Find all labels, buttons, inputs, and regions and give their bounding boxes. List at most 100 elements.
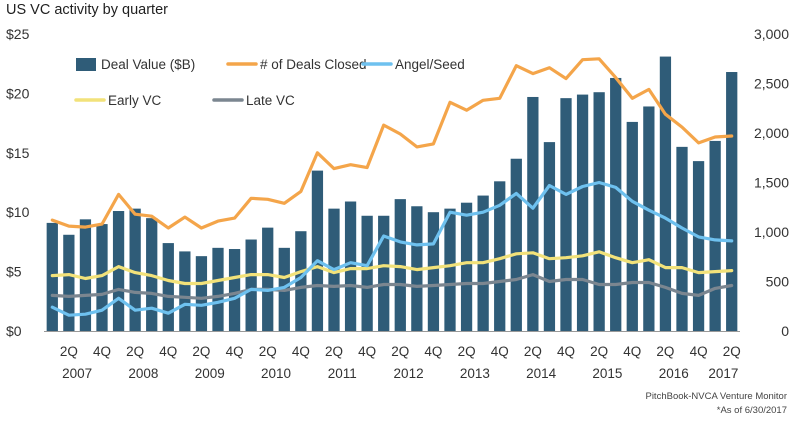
bar-2008Q1	[112, 211, 125, 331]
x-year-label: 2017	[708, 366, 738, 381]
legend-label: Early VC	[108, 93, 162, 108]
bar-2011Q1	[311, 170, 324, 331]
x-tick-label: 2Q	[391, 344, 409, 359]
series-lines	[50, 57, 734, 317]
legend-label: Late VC	[246, 93, 295, 108]
bar-2010Q2	[262, 227, 274, 331]
line-of-deals-closed	[50, 57, 734, 230]
bar-2014Q1	[510, 158, 522, 331]
x-year-label: 2007	[62, 366, 92, 381]
bar-2014Q4	[560, 98, 572, 331]
x-tick-label: 4Q	[358, 344, 376, 359]
bar-2015Q4	[626, 121, 638, 331]
bar-2009Q3	[212, 247, 224, 331]
y-axis-left: $0 $5 $10 $15 $20 $25	[6, 26, 30, 339]
bar-2009Q1	[179, 251, 191, 331]
legend-swatch	[76, 58, 96, 71]
x-tick-label: 4Q	[424, 344, 442, 359]
x-tick-label: 4Q	[292, 344, 310, 359]
y-right-tick-label: 2,000	[754, 125, 789, 141]
bar-2017Q2	[726, 72, 738, 332]
x-tick-label: 2Q	[458, 344, 476, 359]
line-angel-seed	[50, 180, 734, 317]
legend: Deal Value ($B) # of Deals Closed Angel/Se…	[74, 57, 465, 108]
bar-2010Q4	[295, 231, 307, 331]
x-tick-label: 2Q	[325, 344, 343, 359]
y-right-tick-label: 500	[766, 274, 790, 290]
bar-2012Q4	[427, 212, 440, 331]
x-tick-label: 2Q	[60, 344, 78, 359]
x-axis: 2Q 4Q 2Q 4Q 2Q 4Q 2Q 4Q 2Q 4Q 2Q 4Q 2Q 4Q 2Q 4Q 2Q 4Q 2Q 4Q…	[44, 331, 741, 381]
bar-2010Q1	[245, 239, 257, 331]
bar-2017Q1	[709, 140, 721, 331]
bar-2011Q3	[344, 201, 357, 331]
x-year-label: 2015	[592, 366, 622, 381]
bar-2009Q2	[195, 256, 208, 331]
legend-label: Deal Value ($B)	[101, 57, 195, 72]
bar-2015Q3	[610, 77, 622, 332]
bar-2015Q2	[593, 92, 605, 331]
x-year-label: 2009	[195, 366, 225, 381]
source-label: PitchBook-NVCA Venture Monitor	[645, 391, 787, 402]
y-right-tick-label: 3,000	[754, 26, 789, 42]
x-year-label: 2011	[328, 366, 357, 381]
legend-label: Angel/Seed	[395, 57, 465, 72]
bar-2007Q4	[96, 224, 108, 331]
bar-2008Q4	[162, 243, 174, 331]
x-tick-label: 2Q	[259, 344, 277, 359]
x-tick-label: 4Q	[226, 344, 244, 359]
x-year-label: 2008	[128, 366, 158, 381]
x-tick-label: 4Q	[491, 344, 509, 359]
bar-2012Q1	[378, 215, 390, 331]
bar-2013Q4	[494, 181, 506, 331]
y-left-tick-label: $0	[6, 323, 22, 339]
x-year-label: 2013	[460, 366, 490, 381]
y-left-tick-label: $20	[6, 85, 30, 101]
x-tick-label: 4Q	[690, 344, 708, 359]
bar-2011Q4	[361, 215, 373, 331]
y-right-tick-label: 1,000	[754, 224, 789, 240]
bar-2014Q3	[543, 142, 556, 331]
bar-2016Q3	[676, 146, 688, 331]
y-left-tick-label: $10	[6, 204, 30, 220]
x-year-label: 2016	[659, 366, 689, 381]
line-late-vc	[50, 273, 734, 300]
x-tick-label: 4Q	[93, 344, 111, 359]
y-right-tick-label: 1,500	[754, 175, 789, 191]
x-tick-label: 2Q	[723, 344, 741, 359]
x-year-label: 2014	[526, 366, 557, 381]
x-tick-label: 4Q	[159, 344, 177, 359]
bar-2009Q4	[228, 249, 241, 331]
bar-2014Q2	[527, 96, 539, 332]
chart-title: US VC activity by quarter	[6, 2, 168, 18]
y-left-tick-label: $25	[6, 26, 30, 42]
x-tick-label: 2Q	[126, 344, 144, 359]
bar-2007Q2	[63, 234, 75, 331]
x-tick-label: 2Q	[524, 344, 542, 359]
x-tick-label: 2Q	[656, 344, 674, 359]
x-tick-label: 2Q	[192, 344, 210, 359]
bar-2015Q1	[576, 94, 589, 331]
deal-value-bars	[46, 56, 738, 332]
bar-2016Q2	[659, 56, 672, 332]
bar-2008Q2	[129, 208, 141, 331]
x-year-label: 2010	[261, 366, 291, 381]
legend-label: # of Deals Closed	[260, 57, 367, 72]
y-left-tick-label: $5	[6, 264, 22, 280]
bar-2007Q3	[79, 219, 92, 331]
bar-2013Q2	[460, 202, 473, 331]
bar-2016Q4	[692, 161, 705, 331]
y-right-tick-label: 0	[781, 323, 789, 339]
bar-2013Q1	[444, 208, 456, 331]
bar-2016Q1	[643, 106, 655, 331]
y-axis-right: 0 500 1,000 1,500 2,000 2,500 3,000	[754, 26, 789, 339]
x-year-label: 2012	[394, 366, 424, 381]
x-tick-label: 4Q	[623, 344, 641, 359]
x-tick-label: 2Q	[590, 344, 608, 359]
date-note: *As of 6/30/2017	[716, 405, 787, 416]
line-early-vc	[50, 250, 734, 286]
x-tick-label: 4Q	[557, 344, 575, 359]
y-right-tick-label: 2,500	[754, 76, 789, 92]
y-left-tick-label: $15	[6, 145, 30, 161]
